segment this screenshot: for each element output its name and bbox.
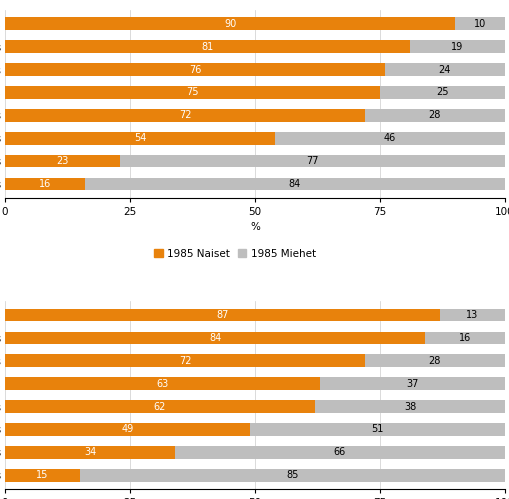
Text: 46: 46	[383, 133, 395, 143]
Text: 19: 19	[450, 41, 463, 51]
Bar	[80, 469, 504, 482]
Text: 84: 84	[209, 333, 221, 343]
Bar	[5, 308, 439, 321]
Text: 16: 16	[39, 179, 51, 189]
Bar	[319, 377, 504, 390]
Bar	[5, 17, 454, 30]
Bar	[454, 17, 504, 30]
Text: 16: 16	[458, 333, 470, 343]
Text: 49: 49	[121, 425, 133, 435]
Bar	[5, 63, 384, 76]
Text: 66: 66	[333, 448, 346, 458]
Text: 23: 23	[56, 156, 69, 166]
Text: 13: 13	[465, 310, 477, 320]
Text: 34: 34	[84, 448, 96, 458]
Bar	[5, 446, 175, 459]
Bar	[379, 86, 504, 99]
Bar	[5, 109, 364, 122]
Bar	[315, 400, 504, 413]
Bar	[5, 423, 249, 436]
Text: 72: 72	[179, 110, 191, 120]
Text: 28: 28	[428, 110, 440, 120]
Text: 24: 24	[438, 64, 450, 74]
Text: 51: 51	[371, 425, 383, 435]
Text: 38: 38	[403, 402, 415, 412]
Bar	[409, 40, 504, 53]
Bar	[5, 331, 424, 344]
Text: 85: 85	[286, 470, 298, 480]
Bar	[120, 155, 504, 168]
Text: 28: 28	[428, 356, 440, 366]
Bar	[5, 354, 364, 367]
Text: 77: 77	[305, 156, 318, 166]
Bar	[5, 469, 80, 482]
Bar	[424, 331, 504, 344]
Text: 54: 54	[133, 133, 146, 143]
Bar	[5, 155, 120, 168]
Bar	[175, 446, 504, 459]
Legend: 1985 Naiset, 1985 Miehet: 1985 Naiset, 1985 Miehet	[150, 245, 319, 262]
Text: 10: 10	[473, 19, 485, 29]
Bar	[5, 178, 85, 191]
Text: 76: 76	[188, 64, 201, 74]
Bar	[85, 178, 504, 191]
Text: 87: 87	[216, 310, 228, 320]
Bar	[5, 40, 409, 53]
Bar	[364, 109, 504, 122]
Text: 62: 62	[154, 402, 166, 412]
Bar	[384, 63, 504, 76]
Text: 25: 25	[435, 87, 448, 97]
Bar	[5, 132, 274, 145]
Bar	[364, 354, 504, 367]
Text: 90: 90	[223, 19, 236, 29]
Bar	[5, 86, 379, 99]
Text: 81: 81	[201, 41, 213, 51]
Text: 37: 37	[406, 379, 418, 389]
Bar	[5, 377, 319, 390]
Bar	[274, 132, 504, 145]
Text: 72: 72	[179, 356, 191, 366]
Text: 15: 15	[36, 470, 49, 480]
Bar	[249, 423, 504, 436]
Bar	[439, 308, 504, 321]
Text: 84: 84	[288, 179, 300, 189]
Text: 75: 75	[186, 87, 199, 97]
Bar	[5, 400, 315, 413]
X-axis label: %: %	[249, 222, 260, 232]
Text: 63: 63	[156, 379, 168, 389]
